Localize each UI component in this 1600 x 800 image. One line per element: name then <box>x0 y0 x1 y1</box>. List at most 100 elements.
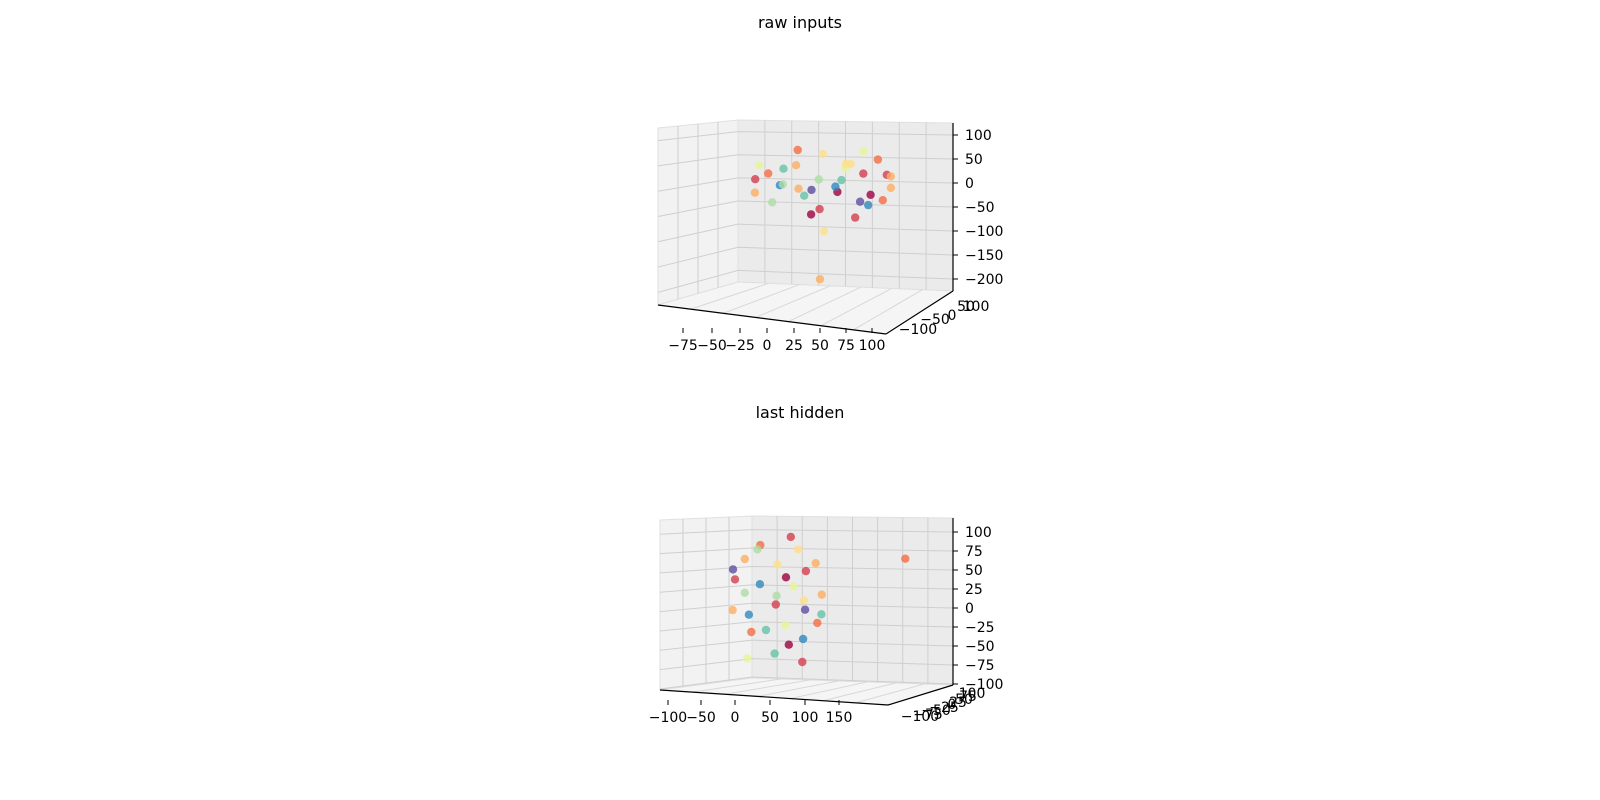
gridline <box>853 289 923 331</box>
data-point <box>761 625 771 635</box>
z-tick-label: 0 <box>965 176 974 192</box>
data-point <box>873 155 883 164</box>
data-point <box>781 620 790 630</box>
y-axis-line <box>887 684 954 706</box>
x-tick-label: 50 <box>811 338 829 354</box>
gridline <box>657 200 954 217</box>
z-tick-label: −100 <box>965 677 1003 693</box>
gridline <box>690 282 769 310</box>
data-point <box>800 191 809 200</box>
data-point <box>764 169 773 178</box>
data-point <box>831 182 840 191</box>
x-tick-label: −50 <box>697 338 727 354</box>
data-point <box>807 185 816 195</box>
data-point <box>791 161 801 170</box>
gridline <box>659 547 954 555</box>
x-tick-label: −75 <box>668 338 698 354</box>
data-point <box>800 605 810 614</box>
gridline <box>657 269 954 293</box>
chart-title: raw inputs <box>758 13 842 32</box>
y-tick-label: 0 <box>948 308 957 324</box>
data-point <box>740 588 749 597</box>
data-point <box>815 275 825 284</box>
y-tick-label: 50 <box>955 692 973 708</box>
gridline <box>659 529 954 535</box>
y-tick-label: −75 <box>913 707 943 723</box>
x-tick-label: 50 <box>761 710 779 726</box>
y-tick-label: 100 <box>963 299 990 315</box>
x-axis-line <box>659 689 889 706</box>
y-tick-label: 100 <box>959 686 986 702</box>
data-point <box>751 175 760 184</box>
data-point <box>811 559 820 568</box>
data-point <box>798 634 808 644</box>
y-tick-label: 0 <box>948 697 957 713</box>
gridline <box>659 584 954 593</box>
data-point <box>815 204 824 214</box>
z-tick-label: 25 <box>965 582 983 598</box>
data-point <box>786 532 795 542</box>
data-point <box>846 159 855 169</box>
data-point <box>813 618 822 628</box>
gridline <box>659 676 954 690</box>
data-point <box>728 605 737 615</box>
y-tick-label: −50 <box>920 312 950 328</box>
data-point <box>818 149 827 159</box>
data-point <box>730 575 740 584</box>
data-point <box>801 566 811 576</box>
y-tick-label: 25 <box>949 695 967 711</box>
data-point <box>789 582 798 591</box>
data-point <box>784 640 793 649</box>
gridline <box>820 287 892 327</box>
gridline <box>657 223 954 243</box>
data-point <box>747 627 756 637</box>
y-tick-label: −25 <box>929 700 959 716</box>
data-point <box>886 172 895 181</box>
gridline <box>855 683 925 704</box>
data-point <box>728 565 738 574</box>
data-point <box>743 654 752 663</box>
x-tick-label: 25 <box>785 338 803 354</box>
x-tick-label: 0 <box>731 710 740 726</box>
data-point <box>772 591 781 600</box>
data-point <box>755 580 765 589</box>
scatter3d-chart-last-hidden: last hidden −100 −50 0 50 100 150 −100−75−50−2… <box>649 403 1004 726</box>
data-point <box>817 610 826 619</box>
z-tick-label: −75 <box>965 658 995 674</box>
x-tick-label: 150 <box>826 710 853 726</box>
gridline <box>788 286 862 323</box>
data-point <box>886 183 896 192</box>
scatter3d-chart-raw-inputs: raw inputs −75 −50−25 0 25 50 75 100−100−50050… <box>657 13 1003 354</box>
data-point <box>837 175 846 185</box>
x-tick-label: −25 <box>725 338 755 354</box>
gridline <box>822 682 896 702</box>
data-point <box>901 554 910 563</box>
data-point <box>773 560 782 569</box>
x-tick-label: 100 <box>792 710 819 726</box>
z-tick-label: −25 <box>965 620 995 636</box>
gridline <box>790 681 867 700</box>
z-tick-label: 50 <box>965 563 983 579</box>
z-tick-label: 100 <box>965 128 992 144</box>
data-point <box>744 610 754 619</box>
z-tick-label: −50 <box>965 639 995 655</box>
chart-title: last hidden <box>756 403 845 422</box>
y-axis-line <box>885 290 954 335</box>
data-point <box>755 160 764 170</box>
data-point <box>770 649 779 658</box>
data-point <box>819 227 829 236</box>
data-point <box>878 196 887 205</box>
z-tick-label: 0 <box>965 601 974 617</box>
x-tick-label: 75 <box>837 338 855 354</box>
data-point <box>799 596 809 605</box>
gridline <box>659 658 954 671</box>
data-point <box>793 145 802 155</box>
gridline <box>692 678 781 693</box>
gridline <box>725 679 810 695</box>
y-tick-label: −50 <box>921 703 951 719</box>
data-point <box>806 210 816 219</box>
data-point <box>768 198 777 207</box>
data-point <box>794 545 803 554</box>
gridline <box>659 621 954 632</box>
z-tick-label: 75 <box>965 544 983 560</box>
